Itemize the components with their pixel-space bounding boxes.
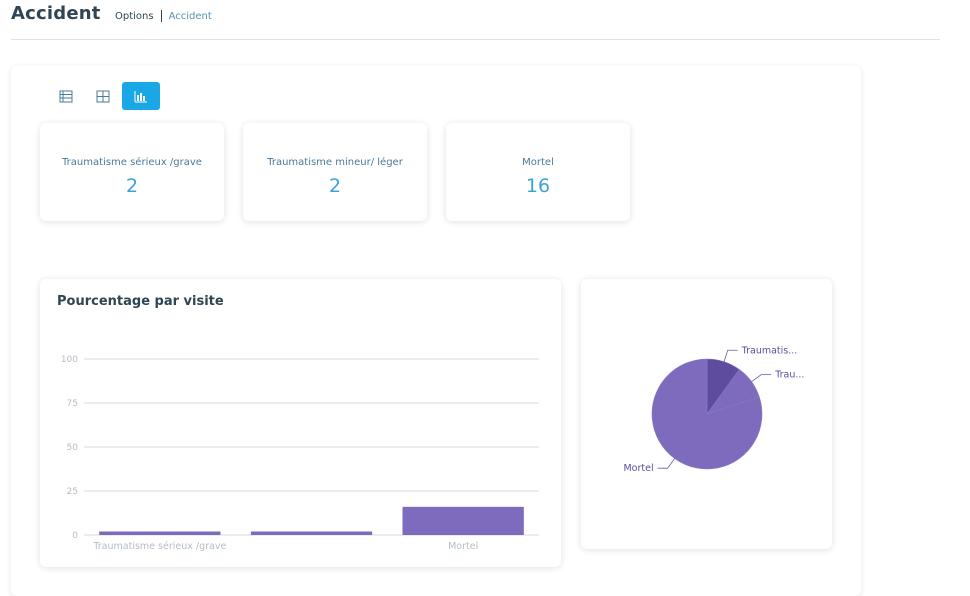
breadcrumb-options[interactable]: Options bbox=[115, 10, 154, 22]
y-tick-label: 75 bbox=[67, 399, 78, 409]
pie-leader-line bbox=[723, 349, 738, 362]
x-tick-label: Traumatisme sérieux /grave bbox=[92, 541, 226, 552]
pie-chart-card: Traumatis... Trau... Mortel bbox=[581, 279, 832, 549]
pie-slice[interactable] bbox=[651, 358, 763, 470]
breadcrumb-separator bbox=[160, 10, 162, 22]
bar-chart: 0 25 50 75 100 Traumatisme sérieux /grave Mort… bbox=[61, 355, 539, 552]
bar[interactable] bbox=[250, 531, 373, 535]
bar-chart-icon bbox=[134, 90, 147, 102]
kpi-value: 16 bbox=[525, 175, 551, 197]
pie-label: Mortel bbox=[623, 463, 653, 474]
view-chart-button[interactable] bbox=[122, 82, 160, 110]
pie-label: Trau... bbox=[774, 370, 804, 381]
y-tick-label: 50 bbox=[67, 443, 79, 453]
pie-chart: Traumatis... Trau... Mortel bbox=[623, 345, 804, 474]
kpi-value: 2 bbox=[328, 175, 342, 197]
kpi-label: Mortel bbox=[522, 157, 554, 168]
kpi-value: 2 bbox=[125, 175, 139, 197]
bar[interactable] bbox=[402, 506, 524, 535]
breadcrumb: Options Accident bbox=[115, 10, 212, 22]
bar[interactable] bbox=[99, 531, 221, 535]
page-title: Accident bbox=[11, 3, 101, 24]
header-divider bbox=[11, 39, 940, 40]
kpi-label: Traumatisme sérieux /grave bbox=[62, 157, 202, 168]
table-icon bbox=[96, 90, 110, 102]
y-tick-label: 100 bbox=[61, 355, 78, 365]
view-table-button[interactable] bbox=[84, 82, 122, 110]
chart-title: Pourcentage par visite bbox=[57, 294, 224, 309]
pie-leader-line bbox=[657, 458, 675, 469]
kpi-card-fatal: Mortel 16 bbox=[446, 123, 630, 221]
x-tick-label: Mortel bbox=[448, 541, 478, 552]
list-icon bbox=[59, 90, 73, 102]
kpi-label: Traumatisme mineur/ léger bbox=[267, 157, 403, 168]
pie-leader-line bbox=[751, 374, 772, 382]
pie-label: Traumatis... bbox=[741, 345, 798, 356]
kpi-card-serious: Traumatisme sérieux /grave 2 bbox=[40, 123, 224, 221]
y-tick-label: 25 bbox=[67, 487, 78, 497]
view-list-button[interactable] bbox=[47, 82, 85, 110]
kpi-card-minor: Traumatisme mineur/ léger 2 bbox=[243, 123, 427, 221]
bar-chart-card: Pourcentage par visite 0 25 50 75 100 Traumat… bbox=[40, 279, 561, 567]
breadcrumb-current: Accident bbox=[168, 10, 212, 22]
y-tick-label: 0 bbox=[72, 531, 78, 541]
